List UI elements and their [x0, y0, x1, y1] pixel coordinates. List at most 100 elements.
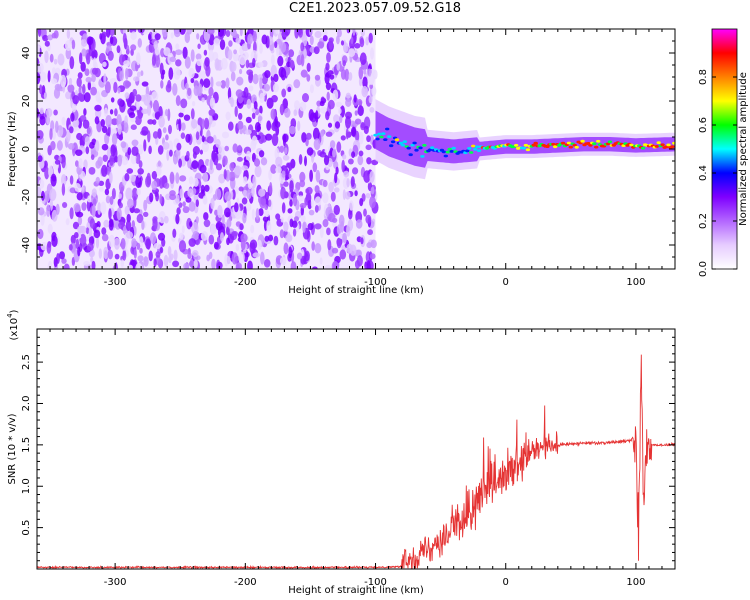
noise-speck: [82, 83, 86, 94]
colorbar-tick-label: 0.6: [698, 117, 709, 133]
noise-speck: [63, 263, 70, 269]
noise-speck: [70, 112, 75, 122]
noise-speck: [225, 111, 231, 121]
snr-line: [37, 354, 675, 569]
noise-speck: [363, 68, 367, 75]
noise-speck: [110, 97, 115, 103]
noise-speck: [131, 146, 139, 157]
noise-speck: [116, 114, 122, 127]
noise-speck: [192, 101, 196, 107]
noise-speck: [352, 167, 359, 175]
noise-speck: [354, 118, 362, 125]
noise-speck: [248, 72, 253, 84]
noise-speck: [141, 220, 145, 231]
noise-speck: [236, 156, 243, 162]
noise-speck: [259, 92, 265, 103]
signal-core: [605, 142, 611, 146]
noise-speck: [178, 112, 184, 118]
noise-speck: [124, 173, 130, 182]
signal-core: [533, 141, 538, 145]
noise-speck: [340, 220, 345, 233]
noise-speck: [255, 208, 260, 220]
noise-speck: [258, 150, 265, 158]
noise-speck: [101, 164, 108, 177]
noise-speck: [358, 150, 364, 157]
noise-speck: [275, 213, 281, 220]
noise-speck: [68, 77, 73, 86]
noise-speck: [312, 266, 318, 269]
signal-core: [672, 141, 675, 145]
noise-speck: [114, 253, 120, 260]
noise-speck: [253, 100, 258, 110]
noise-speck: [191, 221, 199, 235]
signal-body: [375, 110, 675, 168]
noise-speck: [249, 239, 258, 250]
noise-speck: [157, 145, 164, 155]
noise-speck: [111, 188, 116, 200]
noise-speck: [60, 74, 67, 88]
noise-speck: [192, 151, 197, 159]
noise-speck: [173, 249, 178, 261]
noise-speck: [190, 108, 195, 120]
noise-speck: [345, 92, 351, 99]
y-tick-label: 20: [21, 95, 32, 108]
noise-speck: [44, 50, 49, 64]
noise-speck: [339, 249, 347, 260]
noise-speck: [336, 238, 342, 249]
signal-core: [445, 150, 450, 154]
noise-speck: [47, 261, 53, 269]
noise-speck: [98, 180, 105, 186]
noise-speck: [272, 83, 279, 93]
noise-speck: [41, 190, 45, 201]
line-plot-background: [37, 329, 675, 569]
noise-speck: [320, 129, 325, 137]
noise-speck: [175, 95, 181, 107]
y-scale-text: (x104): [6, 309, 20, 340]
noise-speck: [332, 89, 339, 101]
noise-speck: [201, 141, 209, 153]
noise-speck: [300, 42, 305, 52]
noise-speck: [227, 49, 233, 61]
noise-speck: [229, 162, 235, 172]
noise-speck: [350, 176, 355, 188]
signal-core: [400, 143, 406, 147]
noise-speck: [338, 108, 342, 115]
noise-speck: [336, 62, 340, 71]
noise-speck: [328, 181, 334, 193]
noise-speck: [238, 54, 247, 66]
noise-speck: [153, 242, 161, 250]
noise-speck: [81, 202, 87, 211]
noise-speck: [82, 119, 90, 129]
noise-speck: [143, 139, 147, 152]
noise-speck: [178, 202, 183, 208]
noise-speck: [119, 70, 124, 81]
noise-speck: [118, 202, 124, 209]
noise-speck: [240, 238, 246, 251]
noise-speck: [146, 172, 151, 186]
noise-speck: [97, 97, 102, 104]
x-axis-label: Height of straight line (km): [288, 285, 424, 296]
noise-speck: [100, 201, 107, 215]
noise-speck: [340, 40, 345, 46]
signal-core: [640, 146, 646, 150]
noise-speck: [116, 131, 123, 140]
noise-speck: [110, 144, 116, 157]
y-tick-label: -40: [21, 237, 32, 253]
noise-speck: [210, 76, 214, 89]
noise-speck: [342, 189, 346, 201]
noise-speck: [154, 191, 159, 198]
noise-speck: [91, 138, 97, 146]
noise-speck: [251, 185, 255, 197]
noise-speck: [148, 250, 153, 262]
noise-speck: [74, 183, 81, 192]
noise-speck: [53, 257, 58, 268]
noise-speck: [370, 186, 375, 195]
signal-core: [390, 140, 396, 144]
noise-speck: [75, 238, 80, 250]
noise-speck: [314, 223, 322, 230]
noise-speck: [109, 36, 114, 45]
signal-core: [441, 150, 447, 154]
noise-speck: [251, 135, 258, 146]
noise-speck: [342, 154, 347, 160]
